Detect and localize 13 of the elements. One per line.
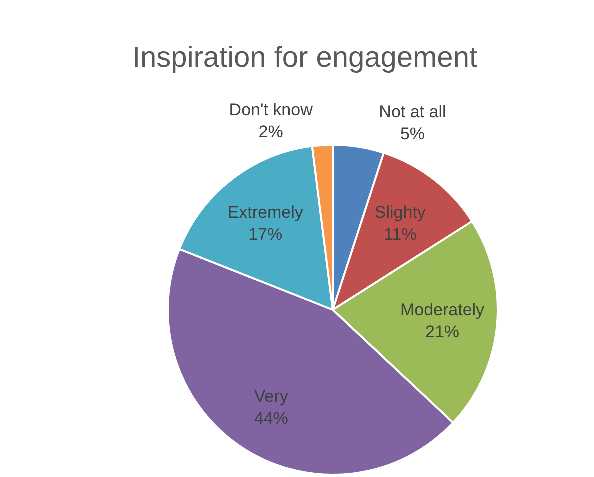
data-label: 21% xyxy=(425,322,460,342)
data-label: 44% xyxy=(254,409,288,428)
data-label: 17% xyxy=(248,225,283,244)
data-label: 2% xyxy=(258,122,284,142)
slice-label: Don't know xyxy=(229,100,314,120)
data-label: 11% xyxy=(384,225,417,244)
slice-label: Slighty xyxy=(374,203,426,222)
data-label: 5% xyxy=(400,124,426,144)
slice-label: Moderately xyxy=(400,300,486,320)
slice-label: Very xyxy=(254,387,289,406)
chart-title: Inspiration for engagement xyxy=(132,42,478,74)
slice-label: Extremely xyxy=(228,203,304,222)
slice-label: Not at all xyxy=(379,102,446,122)
